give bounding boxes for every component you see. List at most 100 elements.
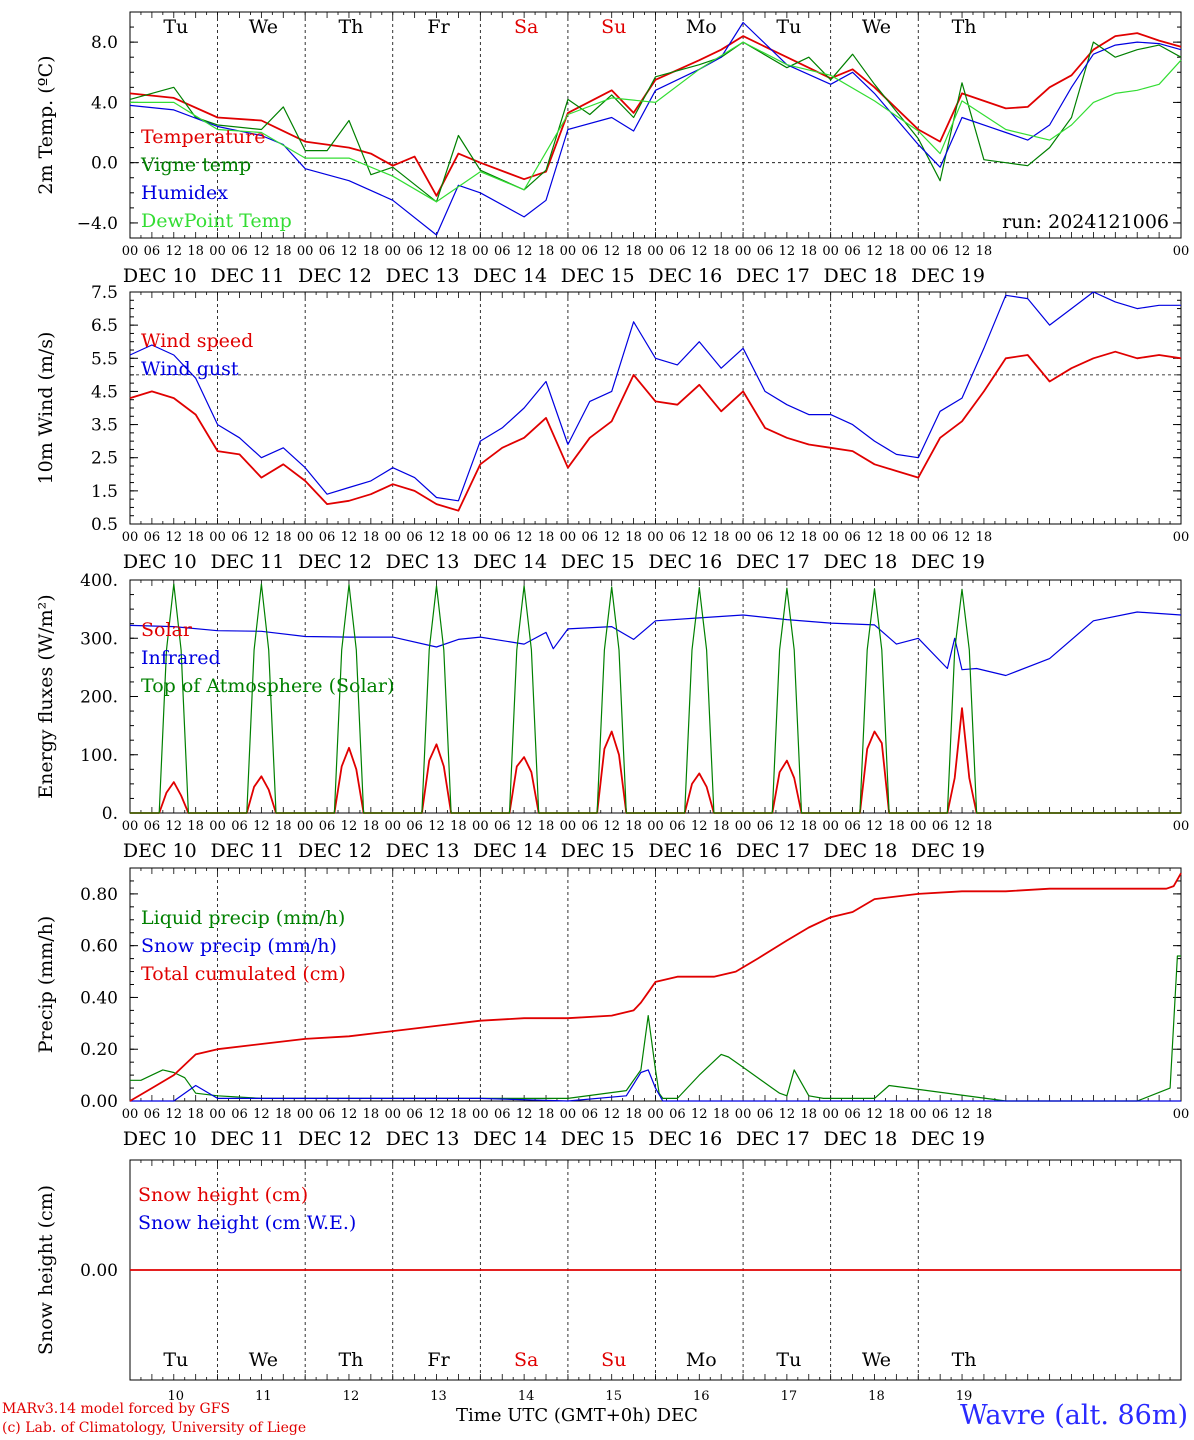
hour-tick-label: 06 <box>494 244 511 259</box>
hour-tick-label: 12 <box>779 244 796 259</box>
date-label: DEC 14 <box>473 840 547 862</box>
day-label: Th <box>338 16 363 38</box>
hour-tick-label: 06 <box>582 244 599 259</box>
y-axis-label: Energy fluxes (W/m²) <box>35 594 57 798</box>
panel-temp: −4.0 0.0 4.0 8.0 2m Temp. (ºC) 00 06 12 18 DEC 10… <box>35 11 1189 287</box>
hour-tick-label: 06 <box>494 1107 511 1122</box>
hour-tick-label: 06 <box>844 1107 861 1122</box>
y-axis-label: Snow height (cm) <box>35 1185 57 1355</box>
hour-tick-label: 12 <box>253 1107 270 1122</box>
hour-tick-label: 00 <box>560 819 577 834</box>
date-label: DEC 13 <box>386 265 460 287</box>
legend-entry: Snow height (cm W.E.) <box>138 1212 356 1234</box>
legend-entry: Top of Atmosphere (Solar) <box>141 675 394 697</box>
hour-tick-label: 12 <box>866 819 883 834</box>
hour-tick-label: 06 <box>144 819 161 834</box>
hour-tick-label: 00 <box>910 530 927 545</box>
day-number-label: 11 <box>255 1389 272 1404</box>
hour-tick-label: 12 <box>954 244 971 259</box>
day-label: Sa <box>514 16 538 38</box>
date-label: DEC 16 <box>648 551 722 573</box>
y-tick-label: 0.80 <box>80 885 118 905</box>
date-label: DEC 14 <box>473 265 547 287</box>
legend-entry: Wind gust <box>141 358 239 380</box>
legend-entry: Vigne temp <box>140 154 251 176</box>
date-label: DEC 19 <box>911 840 985 862</box>
date-label: DEC 15 <box>561 840 635 862</box>
hour-tick-label: 06 <box>231 244 248 259</box>
hour-tick-label: 06 <box>319 819 336 834</box>
hour-tick-label: 12 <box>866 530 883 545</box>
hour-tick-label: 00 <box>647 530 664 545</box>
hour-tick-label: 06 <box>844 819 861 834</box>
hour-tick-label: 00 <box>122 1107 139 1122</box>
hour-tick-label: 18 <box>363 530 380 545</box>
hour-tick-label: 18 <box>976 530 993 545</box>
legend-entry: Snow precip (mm/h) <box>141 935 337 957</box>
date-label: DEC 18 <box>824 840 898 862</box>
day-number-label: 13 <box>430 1389 447 1404</box>
hour-tick-label: 12 <box>341 244 358 259</box>
hour-tick-label: 06 <box>582 819 599 834</box>
hour-tick-label: 18 <box>625 530 642 545</box>
hour-tick-label: 06 <box>757 244 774 259</box>
hour-tick-label: 06 <box>319 244 336 259</box>
legend-entry: Snow height (cm) <box>138 1184 308 1206</box>
y-tick-label: 100. <box>80 746 118 766</box>
hour-tick-label: 18 <box>538 819 555 834</box>
hour-tick-label: 12 <box>779 819 796 834</box>
y-tick-label: 2.5 <box>91 449 118 469</box>
y-tick-label: 1.5 <box>91 482 118 502</box>
model-credit: MARv3.14 model forced by GFS (c) Lab. of… <box>2 1400 306 1438</box>
hour-tick-label: 18 <box>363 244 380 259</box>
hour-tick-label: 06 <box>932 1107 949 1122</box>
day-label: Su <box>601 16 626 38</box>
day-label: Tu <box>163 16 188 38</box>
hour-tick-label: 18 <box>713 1107 730 1122</box>
hour-tick-label: 06 <box>582 530 599 545</box>
y-tick-label: 0. <box>102 804 118 824</box>
hour-tick-label: 00 <box>910 819 927 834</box>
hour-tick-label: 00 <box>735 530 752 545</box>
day-label: We <box>862 16 891 38</box>
hour-tick-label: 06 <box>669 244 686 259</box>
date-label: DEC 12 <box>298 265 372 287</box>
series-line <box>130 707 1181 814</box>
hour-tick-label: 12 <box>166 819 183 834</box>
hour-tick-label: 06 <box>144 1107 161 1122</box>
hour-tick-label: 12 <box>253 530 270 545</box>
legend-entry: Temperature <box>141 126 265 148</box>
legend-entry: Solar <box>141 619 193 641</box>
y-tick-label: 200. <box>80 688 118 708</box>
hour-tick-label: 06 <box>932 819 949 834</box>
date-label: DEC 10 <box>123 551 197 573</box>
hour-tick-label: 18 <box>888 244 905 259</box>
day-number-label: 16 <box>693 1389 710 1404</box>
hour-tick-label: 18 <box>538 530 555 545</box>
hour-tick-label: 12 <box>428 819 445 834</box>
date-label: DEC 13 <box>386 1128 460 1150</box>
hour-tick-label: 00 <box>647 819 664 834</box>
hour-tick-label: 18 <box>888 1107 905 1122</box>
hour-tick-label: 12 <box>779 1107 796 1122</box>
hour-tick-label: 18 <box>363 1107 380 1122</box>
day-label: Tu <box>776 16 801 38</box>
date-label: DEC 15 <box>561 1128 635 1150</box>
date-label: DEC 11 <box>210 265 284 287</box>
series-line <box>129 21 1182 236</box>
model-credit-line2: (c) Lab. of Climatology, University of L… <box>2 1420 307 1436</box>
hour-tick-label: 12 <box>428 530 445 545</box>
hour-tick-label: 12 <box>866 244 883 259</box>
hour-tick-label: 12 <box>341 530 358 545</box>
date-label: DEC 16 <box>648 1128 722 1150</box>
date-label: DEC 10 <box>123 1128 197 1150</box>
hour-tick-label: 00 <box>1173 1107 1190 1122</box>
y-tick-label: 8.0 <box>91 33 118 53</box>
hour-tick-label: 12 <box>954 530 971 545</box>
date-label: DEC 18 <box>824 265 898 287</box>
y-tick-label: 0.20 <box>80 1040 118 1060</box>
day-label: Tu <box>776 1349 801 1371</box>
hour-tick-label: 00 <box>735 244 752 259</box>
day-label: Mo <box>686 16 717 38</box>
legend-entry: Infrared <box>141 647 221 669</box>
